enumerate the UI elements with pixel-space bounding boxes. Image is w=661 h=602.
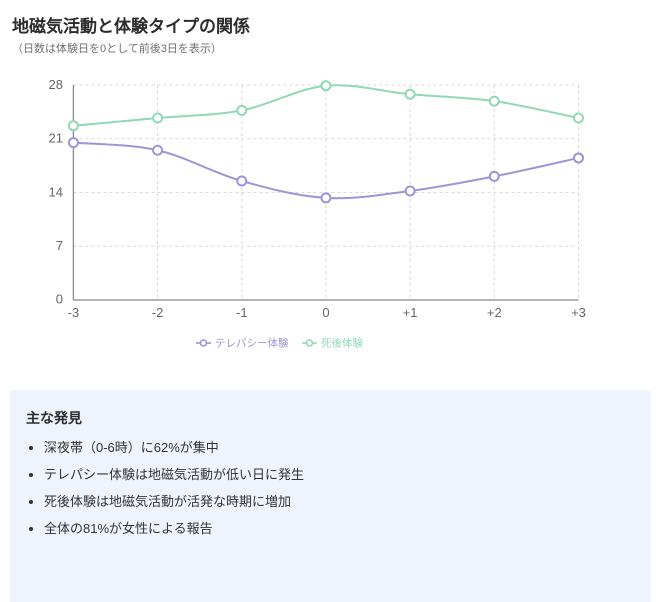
svg-text:0: 0 [56, 292, 63, 307]
svg-text:+1: +1 [403, 305, 418, 320]
svg-text:28: 28 [49, 77, 63, 92]
svg-text:テレパシー体験: テレパシー体験 [215, 337, 289, 350]
svg-text:+3: +3 [571, 305, 586, 320]
svg-text:-1: -1 [236, 305, 248, 320]
svg-text:-2: -2 [152, 305, 164, 320]
svg-text:+2: +2 [487, 305, 502, 320]
svg-text:14: 14 [49, 185, 63, 200]
svg-text:7: 7 [56, 238, 63, 253]
svg-text:0: 0 [322, 305, 329, 320]
svg-text:21: 21 [49, 131, 63, 146]
svg-text:-3: -3 [68, 305, 80, 320]
svg-text:死後体験: 死後体験 [321, 337, 363, 350]
